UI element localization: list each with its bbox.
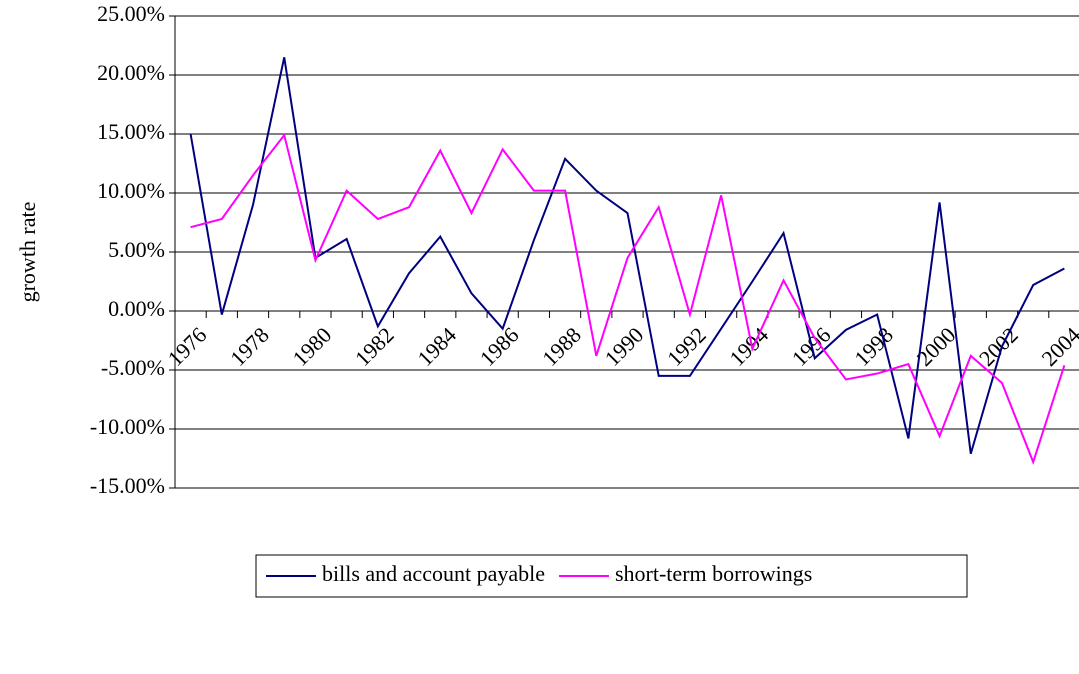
y-tick-label: 0.00% bbox=[108, 296, 165, 321]
x-tick-label: 1990 bbox=[600, 322, 649, 371]
x-tick-label: 1988 bbox=[537, 322, 586, 371]
legend-box bbox=[255, 554, 968, 598]
x-tick-label: 1978 bbox=[225, 322, 274, 371]
x-tick-label: 1998 bbox=[849, 322, 898, 371]
x-tick-label: 1976 bbox=[163, 322, 212, 371]
x-tick-label: 2002 bbox=[974, 322, 1023, 371]
x-tick-label: 1982 bbox=[350, 322, 399, 371]
legend-label: short-term borrowings bbox=[615, 561, 812, 586]
legend-label: bills and account payable bbox=[322, 561, 545, 586]
y-tick-label: 20.00% bbox=[97, 60, 165, 85]
series-line bbox=[190, 132, 1066, 466]
y-tick-label: -5.00% bbox=[101, 355, 165, 380]
x-tick-label: 1992 bbox=[662, 322, 711, 371]
y-tick-label: -15.00% bbox=[90, 473, 165, 498]
y-tick-label: 5.00% bbox=[108, 237, 165, 262]
y-tick-label: 25.00% bbox=[97, 1, 165, 26]
y-axis-title: growth rate bbox=[15, 202, 40, 303]
x-tick-label: 1984 bbox=[412, 322, 461, 371]
x-tick-label: 1986 bbox=[475, 322, 524, 371]
x-tick-label: 2004 bbox=[1036, 322, 1079, 371]
x-tick-label: 1980 bbox=[287, 322, 336, 371]
series-line bbox=[189, 57, 1065, 455]
legend: bills and account payable short-term borr… bbox=[255, 554, 968, 598]
y-tick-label: -10.00% bbox=[90, 414, 165, 439]
y-tick-label: 10.00% bbox=[97, 178, 165, 203]
y-tick-label: 15.00% bbox=[97, 119, 165, 144]
